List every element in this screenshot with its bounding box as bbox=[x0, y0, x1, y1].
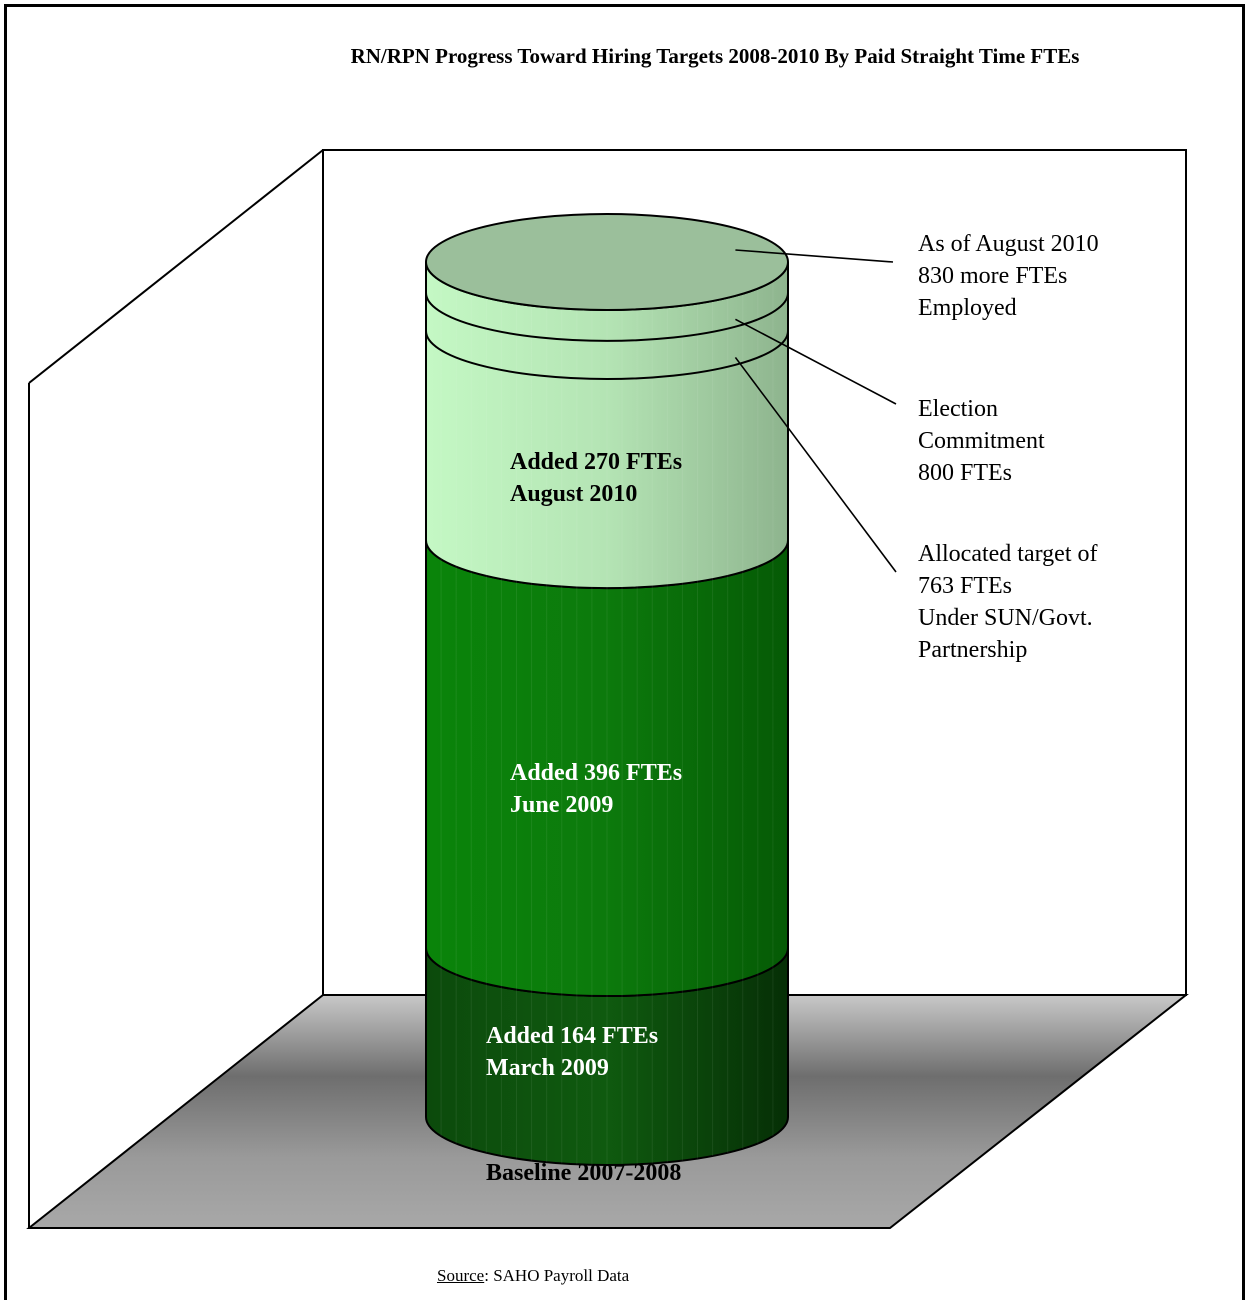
segment-label-june-2009-line-2: June 2009 bbox=[510, 792, 614, 818]
annotation-800-line-1: Election bbox=[918, 396, 998, 422]
annotation-763-line-2: 763 FTEs bbox=[918, 573, 1013, 599]
chart-title: RN/RPN Progress Toward Hiring Targets 20… bbox=[350, 44, 1080, 68]
annotation-830: As of August 2010 830 more FTEs Employed bbox=[918, 228, 1099, 324]
left-wall-top-edge bbox=[28, 149, 324, 384]
stacked-cylinder bbox=[425, 213, 789, 1166]
source-label: Source bbox=[437, 1266, 485, 1285]
segment-label-june-2009: Added 396 FTEs June 2009 bbox=[510, 757, 682, 821]
annotation-763-line-3: Under SUN/Govt. bbox=[918, 605, 1093, 631]
leader-line-763 bbox=[734, 356, 897, 573]
leader-line-800 bbox=[735, 318, 897, 405]
reference-ring-800 bbox=[425, 292, 789, 342]
cylinder-top bbox=[425, 213, 789, 311]
annotation-830-line-2: 830 more FTEs bbox=[918, 263, 1068, 289]
segment-label-march-2009: Added 164 FTEs March 2009 bbox=[486, 1020, 658, 1084]
annotation-800-line-2: Commitment bbox=[918, 428, 1045, 454]
annotation-763: Allocated target of 763 FTEs Under SUN/G… bbox=[918, 538, 1097, 666]
segment-label-august-2010-line-1: Added 270 FTEs bbox=[510, 449, 683, 475]
baseline-label: Baseline 2007-2008 bbox=[486, 1160, 682, 1186]
source-text: : SAHO Payroll Data bbox=[484, 1266, 630, 1285]
annotation-800-line-3: 800 FTEs bbox=[918, 460, 1013, 486]
source-note: Source: SAHO Payroll Data bbox=[437, 1266, 629, 1286]
annotation-763-line-4: Partnership bbox=[918, 637, 1028, 663]
annotation-leaders bbox=[734, 249, 897, 573]
reference-ring-763 bbox=[425, 331, 789, 380]
annotation-800: Election Commitment 800 FTEs bbox=[918, 393, 1045, 489]
annotation-830-line-3: Employed bbox=[918, 295, 1017, 321]
segment-label-august-2010-line-2: August 2010 bbox=[510, 481, 638, 507]
segment-label-june-2009-line-1: Added 396 FTEs bbox=[510, 760, 683, 786]
leader-line-830 bbox=[735, 249, 894, 263]
chart-frame bbox=[4, 4, 1245, 1300]
segment-label-march-2009-line-2: March 2009 bbox=[486, 1055, 609, 1081]
segment-label-august-2010: Added 270 FTEs August 2010 bbox=[510, 446, 682, 510]
annotation-830-line-1: As of August 2010 bbox=[918, 231, 1099, 257]
annotation-763-line-1: Allocated target of bbox=[918, 541, 1098, 567]
segment-label-march-2009-line-1: Added 164 FTEs bbox=[486, 1023, 659, 1049]
